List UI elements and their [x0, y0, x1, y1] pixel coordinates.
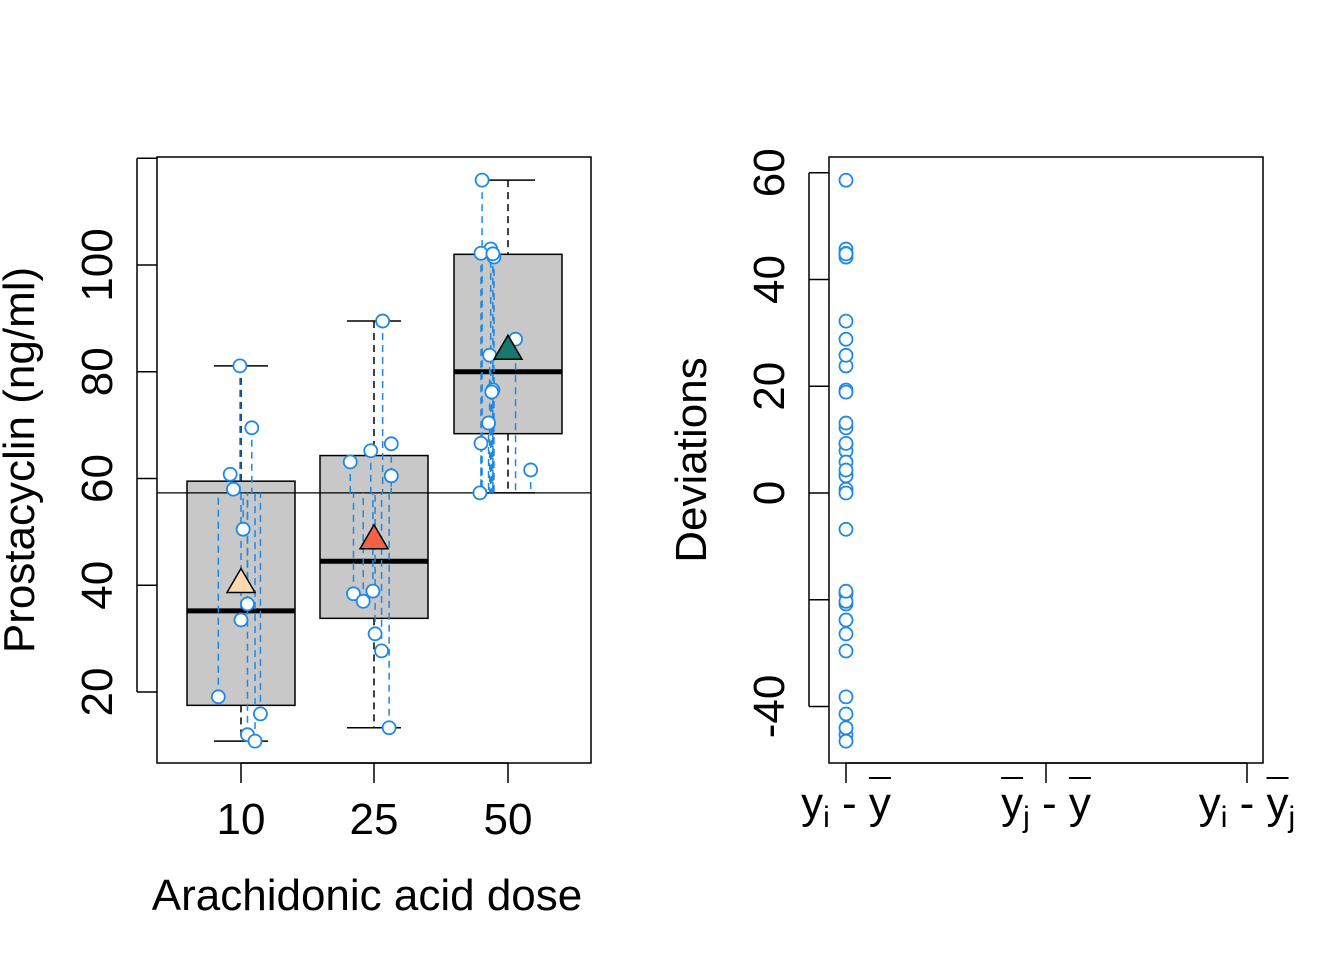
y-tick-label: 40 [73, 561, 122, 610]
deviation-point [838, 626, 854, 642]
y-tick-label: 100 [73, 228, 122, 301]
group-mean-marker [492, 333, 524, 361]
data-point [355, 593, 371, 609]
term-right: y [868, 779, 891, 828]
data-point [342, 454, 358, 470]
term-left: yj [1001, 779, 1030, 834]
deviation-point [838, 462, 854, 478]
data-point [523, 462, 539, 478]
data-point [222, 466, 238, 482]
minus-sign: - [1227, 779, 1267, 828]
term-right: yj [1266, 779, 1296, 834]
x-tick-label: yj - y [1001, 782, 1091, 833]
x-tick-label: yi - y [801, 782, 891, 833]
y-tick-label: 80 [73, 347, 122, 396]
data-point [367, 626, 383, 642]
deviation-point [838, 643, 854, 659]
data-point [210, 689, 226, 705]
data-point [226, 481, 241, 497]
term-right: y [1068, 779, 1091, 828]
deviation-point [838, 521, 854, 537]
term-left: yi [1198, 779, 1228, 834]
deviation-point [838, 347, 854, 363]
deviation-point [838, 172, 854, 188]
data-point [233, 612, 249, 628]
x-tick-label: 50 [484, 795, 533, 844]
data-point [365, 583, 381, 599]
data-point [481, 415, 496, 431]
deviation-point [838, 733, 854, 749]
y-axis-title: Prostacyclin (ng/ml) [0, 267, 44, 653]
plot-frame [828, 156, 1264, 764]
y-tick-label: 20 [745, 362, 794, 411]
y-tick-label: 40 [745, 255, 794, 304]
data-point [375, 313, 391, 329]
x-tick-label: 10 [217, 795, 266, 844]
group-mean-marker [225, 567, 257, 594]
data-point [374, 643, 389, 659]
minus-sign: - [1029, 779, 1069, 828]
deviation-point [838, 435, 854, 451]
group-mean-marker [358, 523, 390, 550]
deviation-point [838, 612, 854, 628]
x-tick-label: yi - yj [1199, 782, 1295, 833]
data-point [472, 485, 488, 501]
deviation-point [838, 689, 854, 705]
deviation-point [838, 384, 854, 400]
y-tick-label: 60 [73, 454, 122, 503]
data-point [381, 720, 397, 736]
x-tick-label: 25 [350, 795, 399, 844]
y-tick-label: 20 [73, 668, 122, 717]
deviation-point [838, 583, 854, 599]
boxplot-panel: 20 40 60 80 100 10 25 50 [73, 156, 592, 844]
minus-sign: - [829, 779, 869, 828]
deviations-panel: -40 0 20 40 60 [745, 148, 1264, 783]
deviation-point [838, 331, 854, 347]
data-point [473, 435, 489, 451]
x-axis-title: Arachidonic acid dose [152, 871, 582, 920]
data-point [484, 384, 500, 400]
term-left: yi [801, 779, 830, 834]
data-point [240, 596, 255, 612]
data-point [235, 521, 251, 537]
data-point [363, 443, 379, 459]
deviation-point [838, 246, 854, 262]
data-point [346, 586, 361, 602]
data-point [253, 706, 268, 722]
deviation-point [838, 485, 854, 501]
deviation-point [838, 720, 854, 736]
data-point [232, 358, 248, 374]
data-point [244, 420, 260, 436]
right-y-axis-title: Deviations [667, 357, 716, 562]
y-tick-label: -40 [745, 675, 794, 739]
y-tick-label: 60 [745, 148, 794, 197]
data-point [247, 733, 263, 749]
y-tick-label: 0 [745, 481, 794, 505]
data-point [485, 246, 501, 262]
data-point [474, 172, 490, 188]
deviation-point [838, 706, 854, 722]
data-point [383, 436, 399, 452]
deviation-point [838, 313, 854, 329]
deviation-point [838, 415, 854, 431]
data-point [383, 468, 399, 484]
